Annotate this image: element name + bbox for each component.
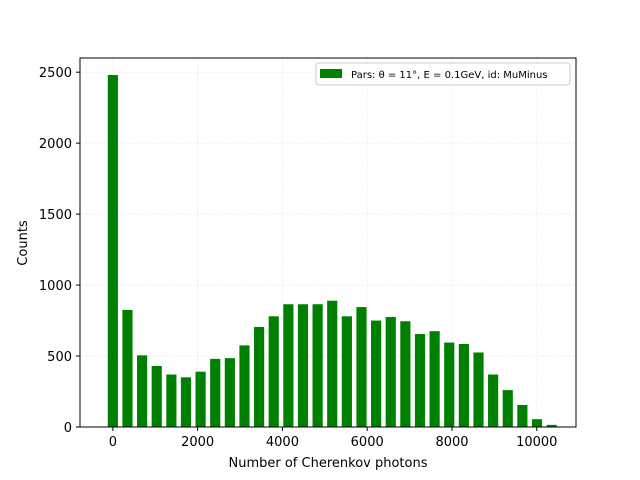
x-axis-label: Number of Cherenkov photons xyxy=(229,456,428,471)
x-tick-label: 0 xyxy=(109,435,117,450)
bar xyxy=(444,342,455,427)
bar xyxy=(254,326,265,427)
bar xyxy=(239,345,250,427)
x-tick-label: 6000 xyxy=(351,435,384,450)
bar xyxy=(166,374,177,427)
y-axis-label: Counts xyxy=(16,220,31,266)
y-tick-label: 1000 xyxy=(39,279,72,294)
bar xyxy=(312,304,323,427)
legend: Pars: θ = 11°, E = 0.1GeV, id: MuMinus xyxy=(315,62,571,86)
x-tick-label: 8000 xyxy=(435,435,468,450)
x-tick-label: 4000 xyxy=(266,435,299,450)
bar xyxy=(327,300,338,427)
bar xyxy=(341,316,352,427)
bar xyxy=(502,390,513,427)
x-tick-label: 10000 xyxy=(516,435,557,450)
bar xyxy=(400,321,411,427)
x-axis: 0 2000 4000 6000 8000 10000 xyxy=(109,427,557,450)
bar xyxy=(458,343,469,427)
bar xyxy=(283,304,294,427)
bar xyxy=(268,316,279,427)
bar xyxy=(122,309,133,427)
bar xyxy=(297,304,309,427)
bar xyxy=(385,317,396,427)
legend-label: Pars: θ = 11°, E = 0.1GeV, id: MuMinus xyxy=(351,70,548,81)
legend-swatch xyxy=(320,69,342,78)
y-tick-label: 500 xyxy=(47,350,72,365)
y-tick-label: 1500 xyxy=(39,208,72,223)
legend-frame xyxy=(315,62,571,86)
y-tick-label: 0 xyxy=(64,421,72,436)
bar xyxy=(546,424,557,427)
bar xyxy=(356,307,367,427)
bar xyxy=(210,358,221,427)
bar xyxy=(224,358,235,427)
bar xyxy=(517,405,528,427)
bar xyxy=(180,377,192,427)
y-tick-label: 2500 xyxy=(39,66,72,81)
x-tick-label: 2000 xyxy=(181,435,214,450)
bar xyxy=(414,334,426,427)
y-tick-label: 2000 xyxy=(39,137,72,152)
plot-area-frame xyxy=(79,57,577,428)
bar xyxy=(107,75,118,428)
bar xyxy=(371,320,382,427)
bar xyxy=(473,352,484,427)
bar xyxy=(429,331,440,427)
bar xyxy=(488,374,499,427)
y-axis: 0 500 1000 1500 2000 2500 xyxy=(39,66,80,436)
bars xyxy=(107,75,557,428)
bar xyxy=(137,355,148,427)
bar xyxy=(195,371,206,427)
bar xyxy=(151,365,162,427)
bar xyxy=(531,419,543,427)
